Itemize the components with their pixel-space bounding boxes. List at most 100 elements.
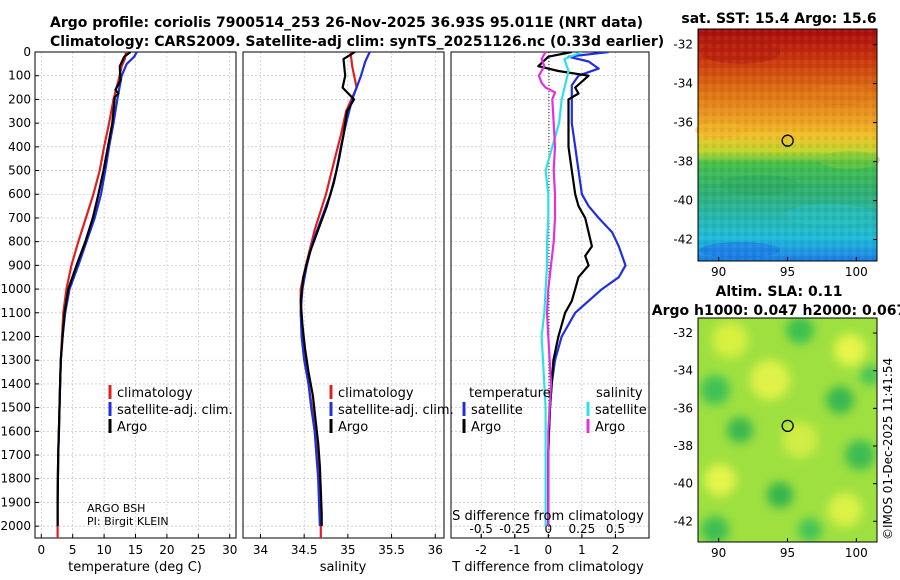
y-tick-label: 700 xyxy=(8,211,31,225)
y-tick-label: 1200 xyxy=(0,329,31,343)
y-tick-label: 600 xyxy=(8,187,31,201)
difference-t-ticks: -2 -1 0 1 2 xyxy=(475,534,619,557)
legend-argo: Argo xyxy=(117,420,147,435)
map-y-tick-label: -36 xyxy=(673,401,693,415)
sst-map-title: sat. SST: 15.4 Argo: 15.6 xyxy=(681,11,876,27)
temperature-ticks: 0 5 10 15 20 25 30 xyxy=(37,534,237,557)
sla-map-subtitle: Argo h1000: 0.047 h2000: 0.067 xyxy=(652,303,900,319)
sst-map: sat. SST: 15.4 Argo: 15.6 -32 -34 -36 -38 -4… xyxy=(673,11,880,279)
s-tick-label: -0.5 xyxy=(469,522,492,536)
legend-temperature-title: temperature xyxy=(469,386,551,401)
map-y-tick-label: -38 xyxy=(673,439,693,453)
y-tick-label: 1300 xyxy=(0,353,31,367)
temperature-panel: 0100200300400500600700800900100011001200… xyxy=(0,45,237,575)
legend-s-satellite: satellite xyxy=(595,403,647,418)
x-tick-label: 0 xyxy=(545,543,553,557)
imos-timestamp: ©IMOS 01-Dec-2025 11:41:54 xyxy=(881,358,895,540)
x-tick-label: 2 xyxy=(612,543,620,557)
map-x-tick-label: 90 xyxy=(711,546,726,560)
map-x-tick-label: 100 xyxy=(845,546,868,560)
x-tick-label: -2 xyxy=(475,543,487,557)
y-tick-label: 200 xyxy=(8,92,31,106)
salinity-lines xyxy=(299,52,371,538)
y-tick-label: 2000 xyxy=(0,519,31,533)
map-y-tick-label: -34 xyxy=(673,77,693,91)
map-x-tick-label: 90 xyxy=(711,265,726,279)
legend-t-satellite: satellite xyxy=(471,403,523,418)
salinity-axes-box xyxy=(242,51,445,539)
series-line-temperature-argo xyxy=(537,52,594,527)
legend-salinity-title: salinity xyxy=(596,386,643,401)
legend-climatology: climatology xyxy=(338,386,414,401)
y-tick-label: 500 xyxy=(8,164,31,178)
series-line-satellite-adj-clim- xyxy=(299,52,371,527)
legend-satellite: satellite-adj. clim. xyxy=(117,403,233,418)
difference-panel: -2 -1 0 1 2 -0.5 -0.25 0 0.25 0.5 T difference f… xyxy=(450,51,650,575)
series-line-argo xyxy=(56,52,132,527)
depth-ticks: 0 100 200 300 400 500 600 700 800 900 1000 1100 1200… xyxy=(0,45,39,533)
map-y-tick-label: -32 xyxy=(673,38,693,52)
y-tick-label: 900 xyxy=(8,258,31,272)
x-tick-label: 1 xyxy=(578,543,586,557)
difference-xlabel: T difference from climatology xyxy=(451,560,644,575)
y-tick-label: 800 xyxy=(8,235,31,249)
sst-ticks: -32 -34 -36 -38 -40 -42 90 95 100 xyxy=(673,38,877,279)
y-tick-label: 300 xyxy=(8,116,31,130)
y-tick-label: 1700 xyxy=(0,448,31,462)
title-line-2: Climatology: CARS2009. Satellite-adj cli… xyxy=(50,34,664,50)
difference-grid xyxy=(451,51,649,538)
map-y-tick-label: -36 xyxy=(673,116,693,130)
map-y-tick-label: -40 xyxy=(673,477,693,491)
argo-location-marker xyxy=(781,134,794,147)
credit-institution: ARGO BSH xyxy=(87,502,145,515)
y-tick-label: 400 xyxy=(8,140,31,154)
y-tick-label: 1400 xyxy=(0,377,31,391)
salinity-legend: climatology satellite-adj. clim. Argo xyxy=(329,385,454,435)
salinity-ticks: 34 34.5 35 35.5 36 xyxy=(253,534,443,557)
map-x-tick-label: 95 xyxy=(780,546,795,560)
temperature-legend: climatology satellite-adj. clim. Argo xyxy=(108,385,233,435)
map-y-tick-label: -40 xyxy=(673,194,693,208)
x-tick-label: 34.5 xyxy=(291,543,318,557)
salinity-panel: 34 34.5 35 35.5 36 salinity climatology sate… xyxy=(242,51,454,575)
y-tick-label: 1500 xyxy=(0,401,31,415)
y-tick-label: 1100 xyxy=(0,306,31,320)
map-y-tick-label: -42 xyxy=(673,514,693,528)
legend-t-argo: Argo xyxy=(471,420,501,435)
y-tick-label: 1800 xyxy=(0,472,31,486)
s-tick-label: 0.5 xyxy=(606,522,625,536)
temperature-grid xyxy=(35,51,236,538)
legend-satellite: satellite-adj. clim. xyxy=(338,403,454,418)
s-tick-label: 0.25 xyxy=(569,522,596,536)
x-tick-label: 30 xyxy=(222,543,237,557)
x-tick-label: -1 xyxy=(509,543,521,557)
x-tick-label: 5 xyxy=(69,543,77,557)
map-x-tick-label: 100 xyxy=(845,265,868,279)
s-tick-label: 0 xyxy=(545,522,553,536)
s-tick-label: -0.25 xyxy=(499,522,530,536)
salinity-grid xyxy=(243,51,444,538)
x-tick-label: 35.5 xyxy=(378,543,405,557)
legend-argo: Argo xyxy=(338,420,368,435)
difference-legend: temperature satellite Argo salinity sate… xyxy=(462,386,647,435)
y-tick-label: 1000 xyxy=(0,282,31,296)
s-axis-label: S difference from climatology xyxy=(452,509,644,524)
series-line-climatology xyxy=(299,52,358,538)
sla-map: Altim. SLA: 0.11 Argo h1000: 0.047 h2000… xyxy=(652,284,900,560)
x-tick-label: 0 xyxy=(37,543,45,557)
y-tick-label: 100 xyxy=(8,69,31,83)
series-line-salinity-argo xyxy=(537,52,557,527)
x-tick-label: 34 xyxy=(253,543,268,557)
legend-climatology: climatology xyxy=(117,386,193,401)
map-y-tick-label: -34 xyxy=(673,364,693,378)
difference-s-ticks: -0.5 -0.25 0 0.25 0.5 xyxy=(469,522,625,538)
y-tick-label: 0 xyxy=(23,45,31,59)
title-line-1: Argo profile: coriolis 7900514_253 26-No… xyxy=(50,15,643,31)
y-tick-label: 1600 xyxy=(0,424,31,438)
argo-location-marker xyxy=(781,419,794,433)
x-tick-label: 15 xyxy=(128,543,143,557)
temperature-lines xyxy=(56,52,138,538)
x-tick-label: 10 xyxy=(96,543,111,557)
x-tick-label: 35 xyxy=(340,543,355,557)
